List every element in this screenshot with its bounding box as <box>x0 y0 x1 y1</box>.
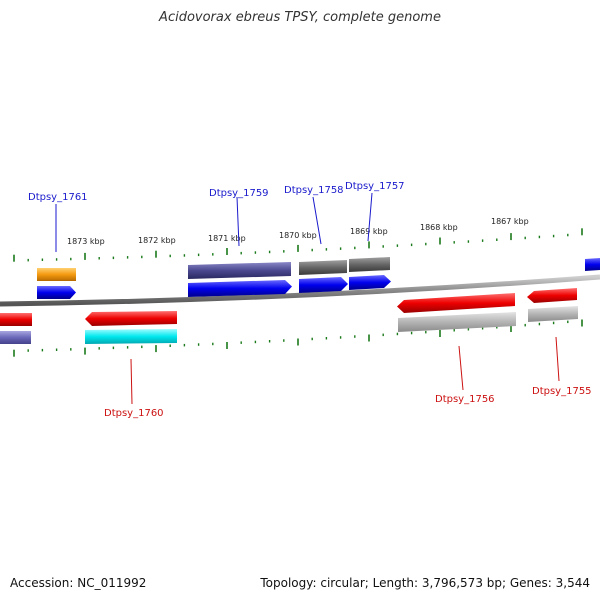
cds-left-edge[interactable] <box>0 313 32 326</box>
scale-label-1872: 1872 kbp <box>138 236 176 245</box>
scale-label-1867: 1867 kbp <box>491 217 529 226</box>
feature-purple-1759[interactable] <box>188 262 291 279</box>
gene-label-dtpsy-1761[interactable]: Dtpsy_1761 <box>28 192 88 203</box>
scale-label-1870: 1870 kbp <box>279 231 317 240</box>
cds-dtpsy-1759[interactable] <box>188 280 292 297</box>
feature-darkgray-1758[interactable] <box>299 260 347 275</box>
gene-label-dtpsy-1760[interactable]: Dtpsy_1760 <box>104 408 164 419</box>
cds-row-forward <box>37 275 391 299</box>
cds-dtpsy-1755[interactable] <box>527 288 577 303</box>
scale-labels: 1873 kbp 1872 kbp 1871 kbp 1870 kbp 1869… <box>67 217 529 246</box>
leader-dtpsy-1756 <box>458 345 464 391</box>
gene-label-dtpsy-1759[interactable]: Dtpsy_1759 <box>209 188 269 199</box>
cds-dtpsy-1760[interactable] <box>85 311 177 326</box>
gene-label-dtpsy-1756[interactable]: Dtpsy_1756 <box>435 394 495 405</box>
scale-ticks-top <box>13 228 583 262</box>
gene-label-dtpsy-1755[interactable]: Dtpsy_1755 <box>532 386 592 397</box>
leader-dtpsy-1758 <box>312 196 322 245</box>
accession-text: Accession: NC_011992 <box>10 576 147 590</box>
scale-label-1868: 1868 kbp <box>420 223 458 232</box>
cds-dtpsy-1757[interactable] <box>349 275 391 290</box>
map-title: Acidovorax ebreus TPSY, complete genome <box>159 10 441 25</box>
cds-dtpsy-1761[interactable] <box>37 286 76 299</box>
leader-dtpsy-1757 <box>367 192 373 242</box>
feature-row-inner <box>0 306 578 344</box>
cds-dtpsy-1758[interactable] <box>299 277 348 293</box>
gene-labels-forward: Dtpsy_1761 Dtpsy_1759 Dtpsy_1758 Dtpsy_1… <box>28 181 405 203</box>
feature-darkgray-1757[interactable] <box>349 257 390 272</box>
leader-dtpsy-1760 <box>130 358 133 405</box>
gene-label-dtpsy-1758[interactable]: Dtpsy_1758 <box>284 185 344 196</box>
leader-dtpsy-1755 <box>555 336 560 382</box>
feature-cyan-1760[interactable] <box>85 329 177 344</box>
scale-label-1871: 1871 kbp <box>208 234 246 243</box>
feature-row-outer <box>37 257 600 281</box>
scale-ticks-bottom <box>13 319 583 357</box>
leader-lines-reverse <box>130 336 560 405</box>
feature-lavender-left[interactable] <box>0 331 31 344</box>
feature-lightgray-1756[interactable] <box>398 312 516 332</box>
leader-lines-forward <box>55 192 373 252</box>
gene-label-dtpsy-1757[interactable]: Dtpsy_1757 <box>345 181 405 192</box>
gene-labels-reverse: Dtpsy_1760 Dtpsy_1756 Dtpsy_1755 <box>104 386 592 419</box>
feature-lightgray-1755[interactable] <box>528 306 578 322</box>
topology-text: Topology: circular; Length: 3,796,573 bp… <box>260 576 590 590</box>
feature-blue-edge-right[interactable] <box>585 258 600 271</box>
genome-backbone <box>0 274 600 307</box>
cds-row-reverse <box>0 288 577 326</box>
scale-label-1873: 1873 kbp <box>67 237 105 246</box>
feature-orange[interactable] <box>37 268 76 281</box>
leader-dtpsy-1759 <box>236 196 240 247</box>
cds-dtpsy-1756[interactable] <box>397 293 515 313</box>
